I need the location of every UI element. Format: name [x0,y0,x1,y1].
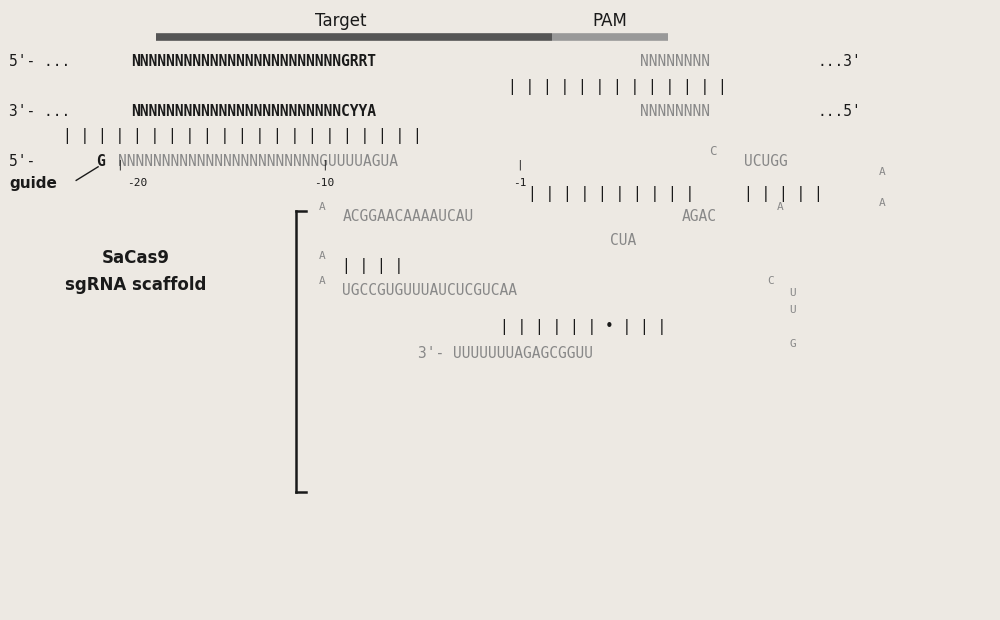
Text: 5'- ...: 5'- ... [9,55,71,69]
Text: | | | |: | | | | [342,257,404,273]
Text: NNNNNNNNNNNNNNNNNNNNNNNNCYYA: NNNNNNNNNNNNNNNNNNNNNNNNCYYA [131,104,376,119]
Text: -1: -1 [513,179,527,188]
Text: Target: Target [315,12,366,30]
Text: A: A [319,276,325,286]
Text: AGAC: AGAC [681,209,716,224]
Text: UCUGG: UCUGG [744,154,788,169]
Text: ...3': ...3' [817,55,861,69]
Text: A: A [319,202,325,212]
Text: |: | [116,159,122,170]
Text: SaCas9: SaCas9 [102,249,170,267]
Text: A: A [777,202,784,212]
Text: | | | | |: | | | | | [744,186,823,202]
Text: -10: -10 [314,179,335,188]
Text: 3'- UUUUUUUAGAGCGGUU: 3'- UUUUUUUAGAGCGGUU [418,346,593,361]
Text: U: U [789,288,796,298]
Text: UGCCGUGUUUAUCUCGUCAA: UGCCGUGUUUAUCUCGUCAA [342,283,517,298]
Text: |: | [517,159,523,170]
Text: | | | | | | | | | | | | |: | | | | | | | | | | | | | [508,79,727,95]
Text: 5'-: 5'- [9,154,44,169]
Text: | | | | | | | | | | | | | | | | | | | | |: | | | | | | | | | | | | | | | | | | | | … [63,128,422,144]
Text: PAM: PAM [592,12,627,30]
Text: C: C [767,276,774,286]
Text: NNNNNNNN: NNNNNNNN [640,55,710,69]
Text: | | | | | | | | | |: | | | | | | | | | | [528,186,694,202]
Text: A: A [319,251,325,261]
Text: G: G [96,154,105,169]
Text: ...5': ...5' [817,104,861,119]
Text: CUA: CUA [610,233,636,249]
Text: A: A [879,167,886,177]
Text: 3'- ...: 3'- ... [9,104,71,119]
Text: |: | [321,159,328,170]
Text: A: A [879,198,886,208]
Text: C: C [709,145,717,158]
Text: sgRNA scaffold: sgRNA scaffold [65,277,207,294]
Text: U: U [789,305,796,315]
Text: NNNNNNNNNNNNNNNNNNNNNNNNGRRT: NNNNNNNNNNNNNNNNNNNNNNNNGRRT [131,55,376,69]
Text: -20: -20 [127,179,147,188]
Text: guide: guide [9,176,57,191]
Text: G: G [789,339,796,349]
Text: ACGGAACAAAAUCAU: ACGGAACAAAAUCAU [342,209,474,224]
Text: | | | | | | • | | |: | | | | | | • | | | [500,319,666,335]
Text: NNNNNNNN: NNNNNNNN [640,104,710,119]
Text: NNNNNNNNNNNNNNNNNNNNNNNGUUUUAGUA: NNNNNNNNNNNNNNNNNNNNNNNGUUUUAGUA [118,154,398,169]
